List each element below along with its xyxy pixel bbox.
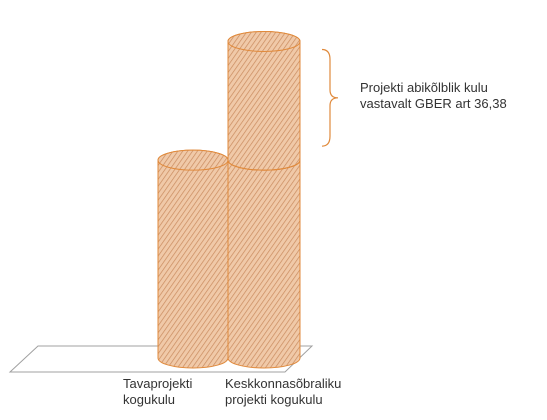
bar-1-body — [157, 149, 229, 369]
extra-segment-body — [227, 30, 301, 171]
category-label-1-line-2: kogukulu — [123, 392, 175, 407]
bar-1 — [157, 149, 229, 369]
annotation-line-1: Projekti abikõlblik kulu — [360, 80, 488, 95]
category-label-2-line-1: Keskkonnasõbraliku — [225, 376, 341, 391]
annotation-brace — [321, 48, 339, 147]
category-label-1-line-1: Tavaprojekti — [123, 376, 192, 391]
annotation-line-2: vastavalt GBER art 36,38 — [360, 96, 507, 111]
bar-2-extra-segment — [227, 30, 301, 171]
bar-2 — [227, 149, 301, 369]
bar-1-top — [157, 149, 229, 171]
category-label-2-line-2: projekti kogukulu — [225, 392, 323, 407]
segment-junction — [227, 160, 301, 171]
bar-2-body — [227, 149, 301, 369]
extra-segment-top — [227, 30, 301, 52]
